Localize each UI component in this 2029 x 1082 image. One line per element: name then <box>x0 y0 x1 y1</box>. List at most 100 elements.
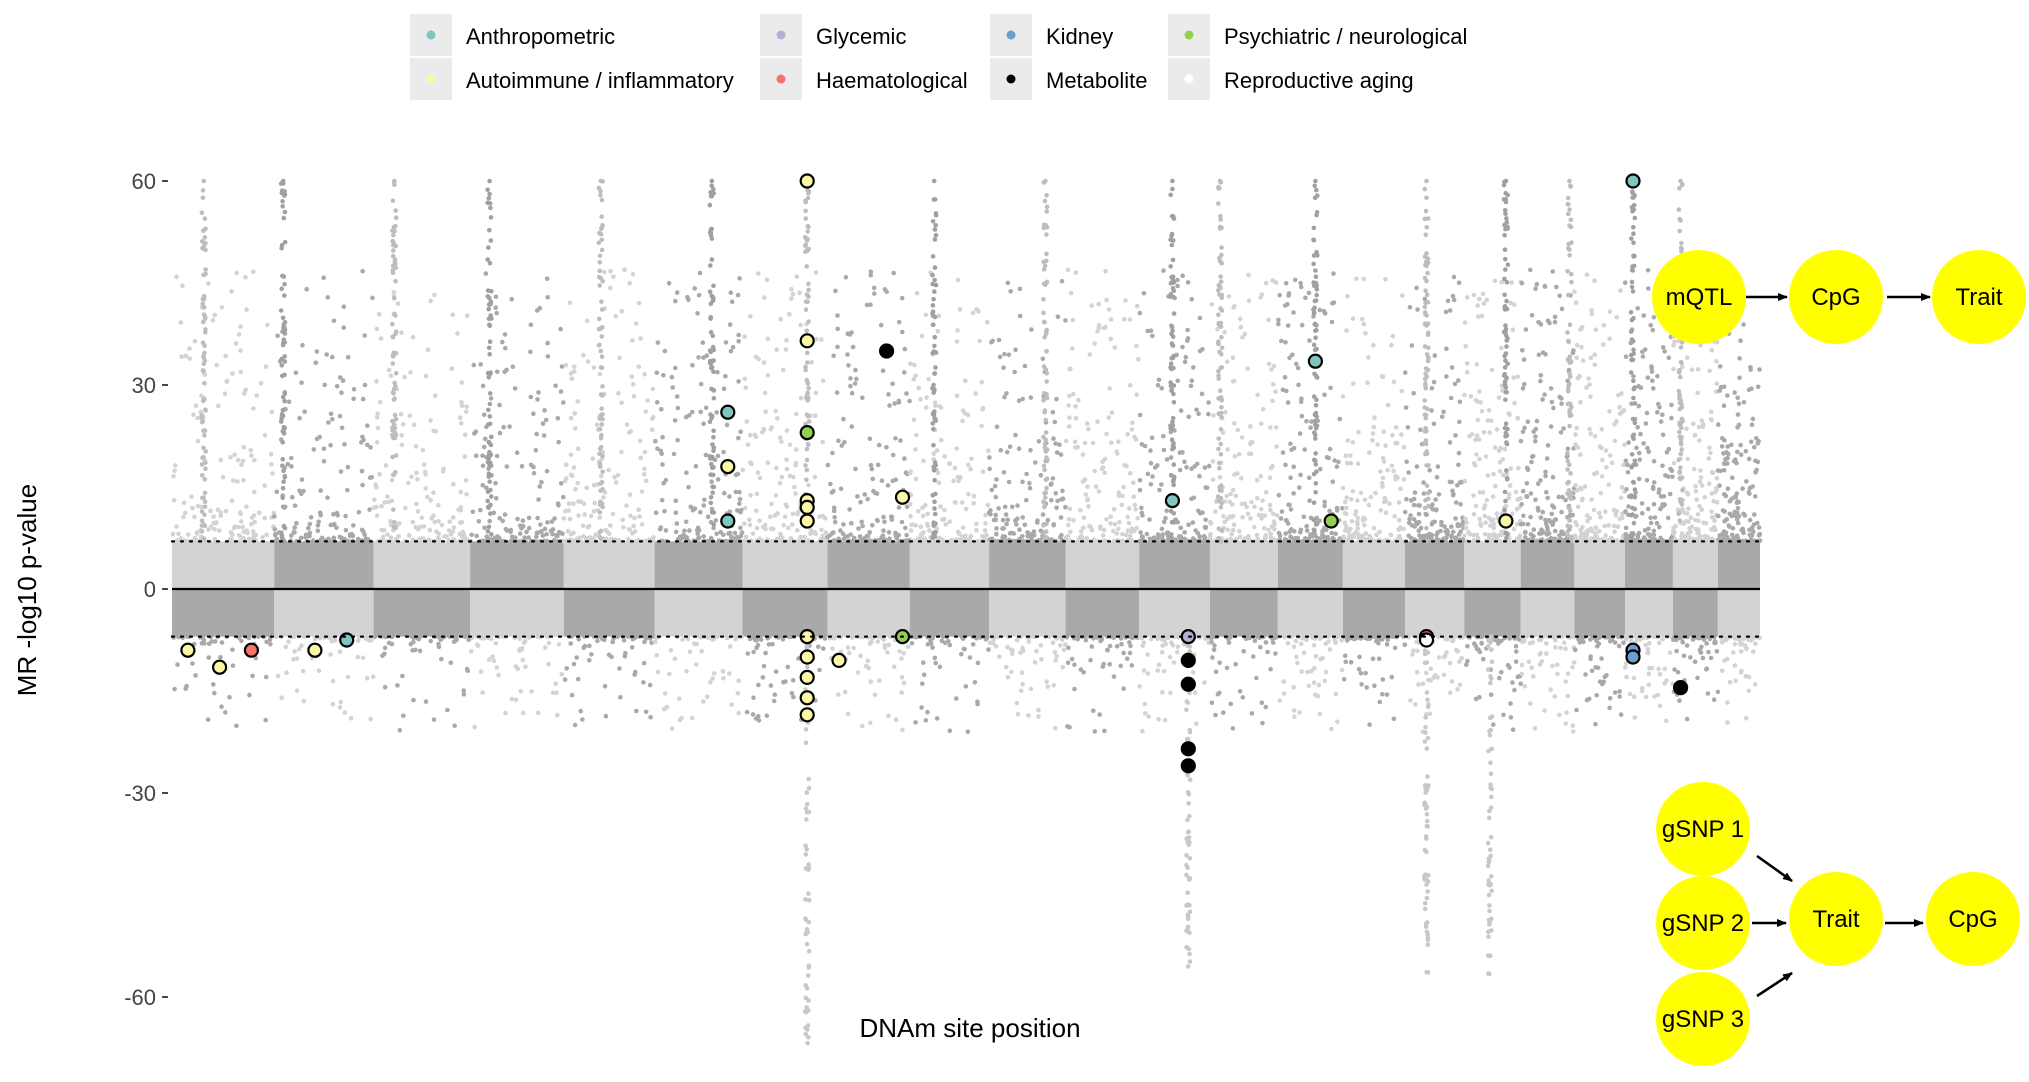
bg-point <box>1748 439 1754 445</box>
bg-point <box>1140 728 1145 734</box>
bg-point <box>256 510 262 516</box>
bg-point <box>673 298 678 304</box>
bg-point <box>212 690 217 696</box>
bg-point <box>1631 694 1637 700</box>
bg-point <box>1533 434 1538 439</box>
bg-point <box>954 393 960 399</box>
bg-point <box>544 468 550 474</box>
bg-point <box>1463 516 1468 522</box>
bg-point <box>1507 483 1513 488</box>
bg-point <box>1512 401 1517 406</box>
bg-point <box>673 365 678 371</box>
bg-point <box>1009 669 1014 675</box>
bg-point <box>762 390 768 396</box>
bg-point <box>192 338 198 344</box>
bg-point <box>621 525 626 530</box>
bg-point <box>1193 528 1198 533</box>
bg-point <box>1519 671 1525 677</box>
bg-point <box>1684 643 1690 648</box>
bg-point <box>1106 307 1112 312</box>
bg-point <box>517 531 523 536</box>
bg-point <box>1411 502 1417 508</box>
bg-point <box>444 533 449 539</box>
band-lower <box>654 589 743 637</box>
bg-point <box>1638 385 1644 391</box>
bg-point <box>1363 634 1368 639</box>
bg-point <box>773 493 779 498</box>
bg-point <box>1121 686 1126 691</box>
bg-point <box>1708 450 1713 456</box>
bg-point <box>727 494 732 499</box>
bg-point <box>1478 400 1483 405</box>
bg-point <box>1004 391 1009 396</box>
bg-point <box>1510 680 1515 685</box>
bg-point <box>934 716 940 721</box>
bg-point <box>663 528 669 533</box>
bg-point <box>1526 659 1532 665</box>
bg-point <box>1206 400 1211 405</box>
bg-point <box>1363 331 1368 336</box>
bg-point <box>535 397 540 402</box>
bg-point <box>1297 530 1303 535</box>
bg-point <box>765 460 771 466</box>
bg-point <box>1579 497 1585 503</box>
bg-point <box>462 634 468 640</box>
bg-point <box>715 453 721 459</box>
bg-point <box>1413 702 1418 707</box>
bg-point <box>1279 338 1284 344</box>
bg-point <box>270 471 275 476</box>
bg-point <box>1084 421 1090 426</box>
bg-point <box>870 523 875 528</box>
bg-point <box>1449 365 1455 370</box>
bg-point <box>238 519 244 524</box>
bg-point <box>315 528 321 533</box>
bg-point <box>900 329 905 335</box>
bg-point <box>1627 691 1633 697</box>
bg-point <box>1361 321 1367 327</box>
bg-point <box>1550 503 1555 508</box>
bg-point <box>1544 456 1550 461</box>
bg-point <box>714 531 719 537</box>
bg-point <box>1699 483 1705 488</box>
bg-point <box>1490 494 1496 499</box>
bg-point <box>966 537 971 542</box>
bg-point <box>1131 494 1137 500</box>
bg-point <box>219 704 224 709</box>
bg-point <box>1612 438 1618 444</box>
bg-point <box>554 690 559 696</box>
band-lower <box>1520 589 1575 637</box>
bg-point <box>1005 517 1011 523</box>
bg-point <box>1266 361 1272 367</box>
bg-point <box>345 355 351 360</box>
bg-point <box>1421 491 1427 496</box>
bg-point <box>304 286 310 292</box>
bg-point <box>249 515 255 520</box>
bg-point <box>328 635 334 640</box>
bg-point <box>1497 533 1502 538</box>
bg-point <box>1714 649 1720 654</box>
bg-point <box>849 390 855 396</box>
bg-point <box>1101 661 1106 667</box>
bg-point <box>789 690 795 696</box>
bg-point <box>1717 483 1722 488</box>
bg-point <box>790 291 796 297</box>
bg-point <box>1725 486 1731 492</box>
bg-point <box>310 538 316 543</box>
bg-point <box>1287 502 1292 508</box>
bg-point <box>1169 640 1174 645</box>
bg-point <box>621 638 627 643</box>
bg-point <box>1017 286 1023 292</box>
legend-swatch <box>776 30 786 40</box>
bg-point <box>753 434 759 440</box>
bg-point <box>918 524 924 530</box>
bg-point <box>1017 313 1023 319</box>
bg-point <box>1573 483 1578 488</box>
bg-point <box>858 536 863 542</box>
bg-point <box>1239 501 1245 507</box>
bg-point <box>920 681 925 686</box>
bg-point <box>436 502 441 508</box>
bg-point <box>994 477 999 482</box>
bg-point <box>1513 643 1519 649</box>
bg-point <box>1297 710 1302 715</box>
bg-point <box>1485 473 1491 478</box>
